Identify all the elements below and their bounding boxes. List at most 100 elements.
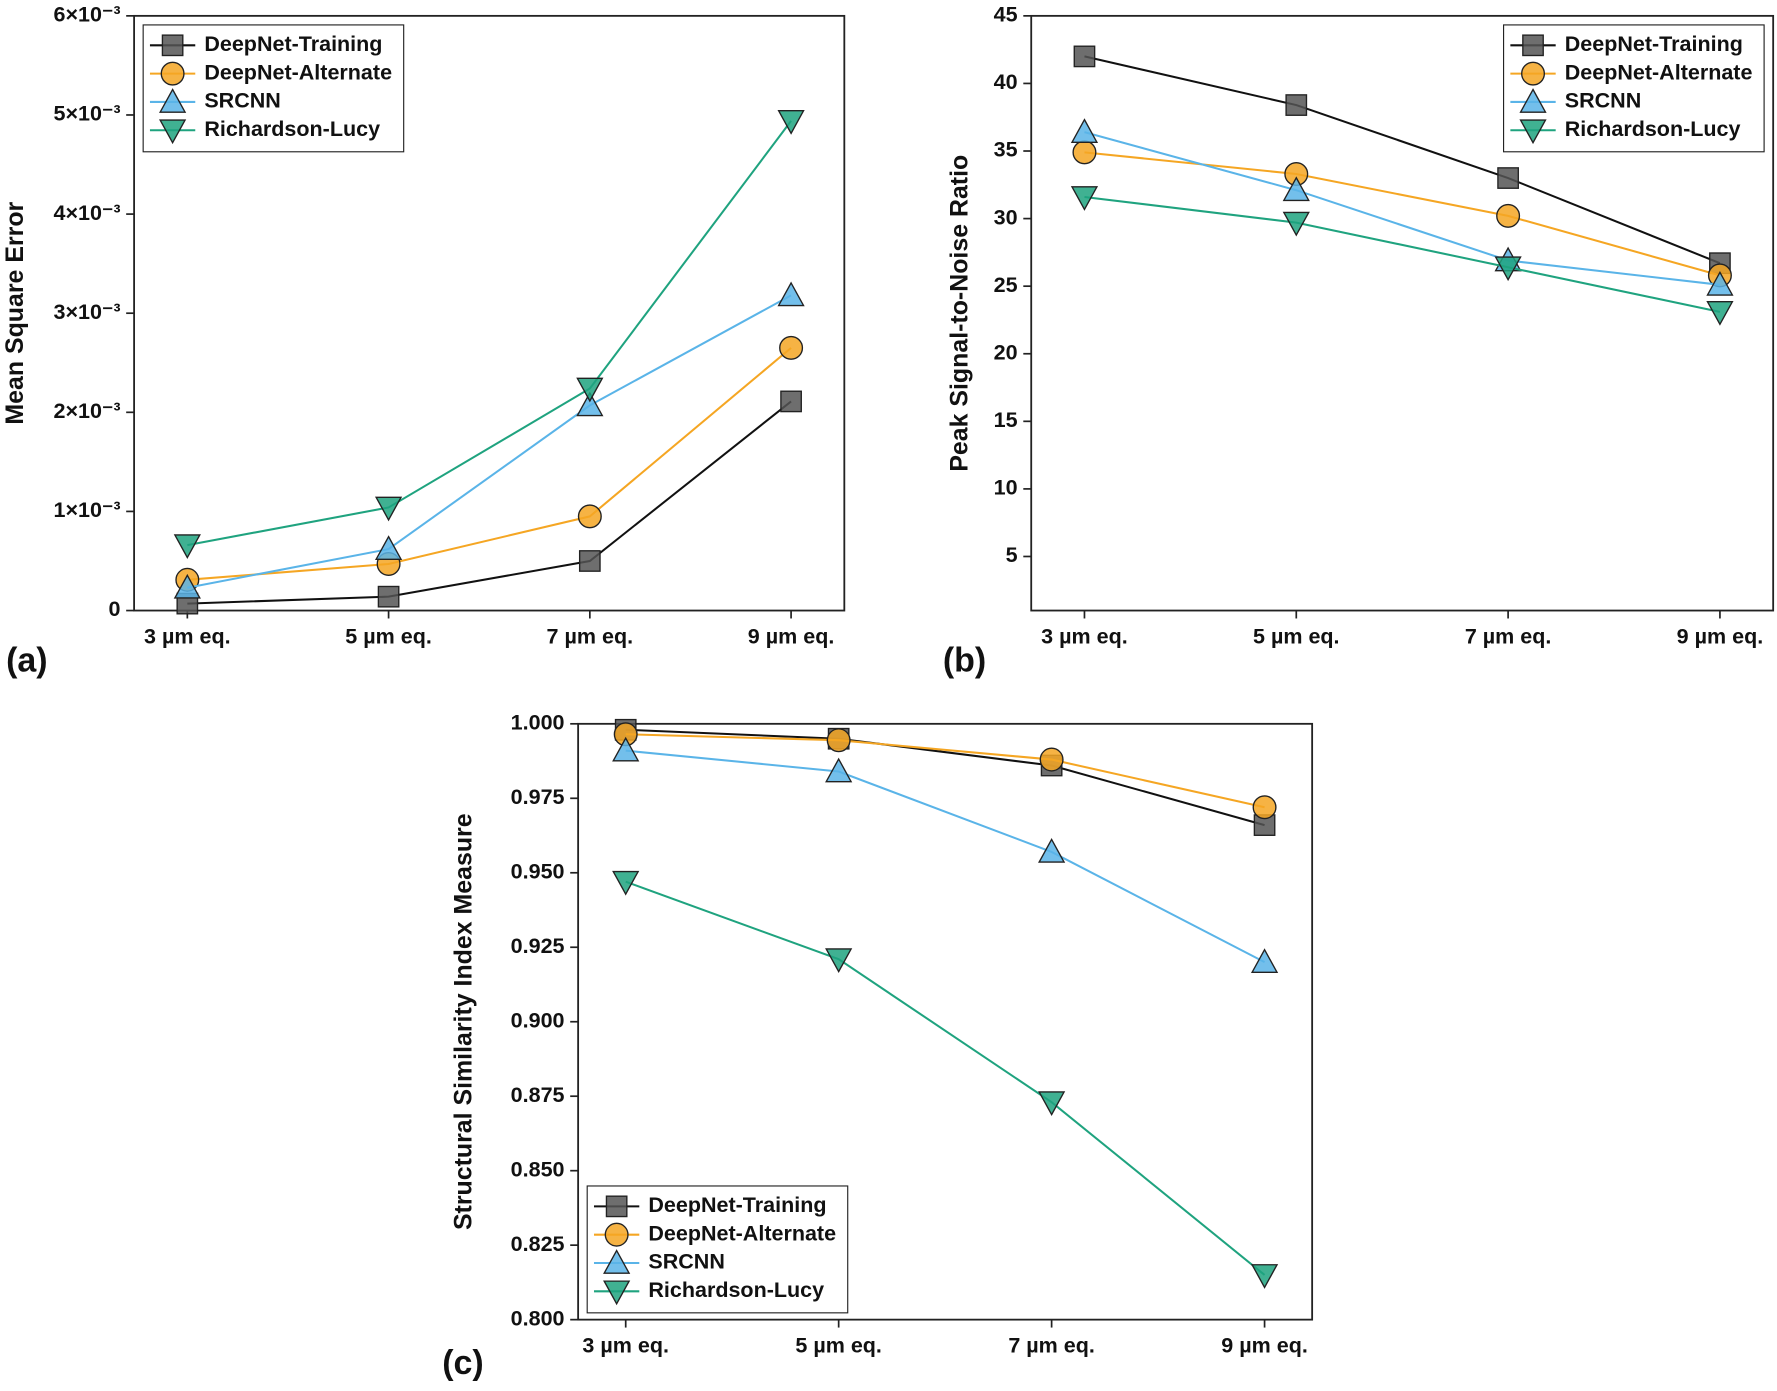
y-tick-label: 30 — [994, 205, 1018, 229]
y-tick-label: 5×10⁻³ — [54, 102, 121, 126]
series-line — [187, 294, 792, 589]
x-tick-label: 5 µm eq. — [795, 1334, 882, 1358]
marker — [1706, 270, 1734, 296]
panel-label: (b) — [943, 642, 986, 680]
marker — [780, 390, 802, 413]
legend-marker — [604, 1222, 629, 1247]
marker — [1039, 747, 1064, 772]
legend-label: SRCNN — [648, 1250, 725, 1274]
y-tick-label: 1×10⁻³ — [54, 498, 121, 522]
series-line — [1084, 55, 1721, 265]
marker — [826, 728, 851, 753]
panel-label: (a) — [6, 642, 48, 680]
legend-marker — [159, 88, 187, 113]
legend-marker — [159, 119, 187, 145]
series-line — [187, 347, 792, 581]
marker — [577, 504, 602, 529]
marker — [779, 335, 804, 360]
y-tick-label: 5 — [1006, 543, 1018, 567]
legend-label: SRCNN — [1565, 89, 1642, 113]
y-tick-label: 0.850 — [511, 1157, 565, 1181]
series-line — [625, 728, 1265, 827]
marker — [777, 281, 805, 307]
legend-label: Richardson-Lucy — [1565, 117, 1741, 141]
marker — [377, 585, 400, 608]
series-line — [625, 749, 1266, 964]
y-tick-label: 45 — [994, 3, 1018, 27]
legend-marker — [603, 1280, 631, 1306]
marker — [1250, 1264, 1279, 1289]
y-tick-label: 35 — [994, 138, 1018, 162]
marker — [374, 535, 403, 560]
y-tick-label: 0.900 — [511, 1008, 565, 1032]
legend-label: Richardson-Lucy — [648, 1278, 824, 1302]
marker — [777, 110, 805, 135]
y-tick-label: 0.950 — [511, 859, 565, 883]
plot-frame — [1030, 14, 1775, 612]
series-line — [1084, 195, 1721, 313]
y-tick-label: 2×10⁻³ — [54, 399, 121, 423]
marker — [374, 496, 403, 522]
y-tick-label: 20 — [994, 340, 1018, 364]
y-axis-title: Structural Similarity Index Measure — [449, 813, 477, 1230]
legend-label: DeepNet-Training — [204, 32, 382, 56]
marker — [1706, 300, 1734, 326]
x-tick-label: 5 µm eq. — [1253, 624, 1340, 648]
marker — [612, 736, 640, 762]
legend-label: DeepNet-Training — [648, 1193, 826, 1217]
x-tick-label: 3 µm eq. — [144, 624, 231, 648]
marker — [1070, 118, 1099, 143]
y-tick-label: 0.975 — [511, 785, 565, 809]
marker — [173, 573, 201, 599]
series-line — [1084, 151, 1721, 277]
y-axis-title: Peak Signal-to-Noise Ratio — [946, 155, 974, 472]
legend-marker — [605, 1195, 628, 1218]
marker — [1494, 256, 1522, 282]
marker — [1250, 948, 1279, 974]
marker — [1496, 203, 1521, 228]
x-tick-label: 7 µm eq. — [547, 624, 634, 648]
marker — [173, 534, 201, 559]
marker — [1252, 795, 1277, 820]
legend-label: DeepNet-Alternate — [648, 1221, 836, 1245]
x-tick-label: 3 µm eq. — [1041, 624, 1128, 648]
marker — [1497, 167, 1519, 189]
legend-label: DeepNet-Alternate — [1565, 60, 1753, 84]
x-tick-label: 9 µm eq. — [1677, 624, 1764, 648]
x-tick-label: 9 µm eq. — [1221, 1334, 1308, 1358]
y-tick-label: 6×10⁻³ — [54, 3, 121, 27]
x-tick-label: 7 µm eq. — [1008, 1334, 1095, 1358]
marker — [576, 391, 604, 417]
legend-marker — [160, 61, 185, 86]
marker — [578, 550, 601, 572]
marker — [1038, 1091, 1066, 1117]
marker — [1282, 211, 1310, 237]
legend-marker — [161, 34, 184, 57]
marker — [825, 757, 853, 783]
y-axis-title: Mean Square Error — [1, 201, 29, 424]
y-tick-label: 4×10⁻³ — [54, 201, 121, 225]
marker — [1073, 45, 1096, 68]
marker — [1285, 94, 1308, 116]
marker — [1038, 838, 1066, 863]
series-line — [187, 400, 792, 605]
legend-marker — [1519, 119, 1547, 145]
marker — [1070, 186, 1099, 211]
y-tick-label: 1.000 — [511, 711, 565, 735]
legend-label: DeepNet-Training — [1565, 32, 1743, 56]
x-tick-label: 7 µm eq. — [1465, 624, 1552, 648]
series-line — [625, 733, 1265, 809]
series-line — [625, 880, 1266, 1276]
series-line — [187, 120, 792, 547]
legend-marker — [1519, 88, 1547, 113]
legend-marker — [1521, 61, 1546, 86]
marker — [576, 377, 604, 403]
y-tick-label: 0.800 — [511, 1306, 565, 1330]
legend-label: SRCNN — [204, 89, 281, 113]
y-tick-label: 0.875 — [511, 1083, 565, 1107]
legend-label: Richardson-Lucy — [204, 117, 380, 141]
marker — [1282, 176, 1310, 202]
legend-label: DeepNet-Alternate — [204, 60, 392, 84]
